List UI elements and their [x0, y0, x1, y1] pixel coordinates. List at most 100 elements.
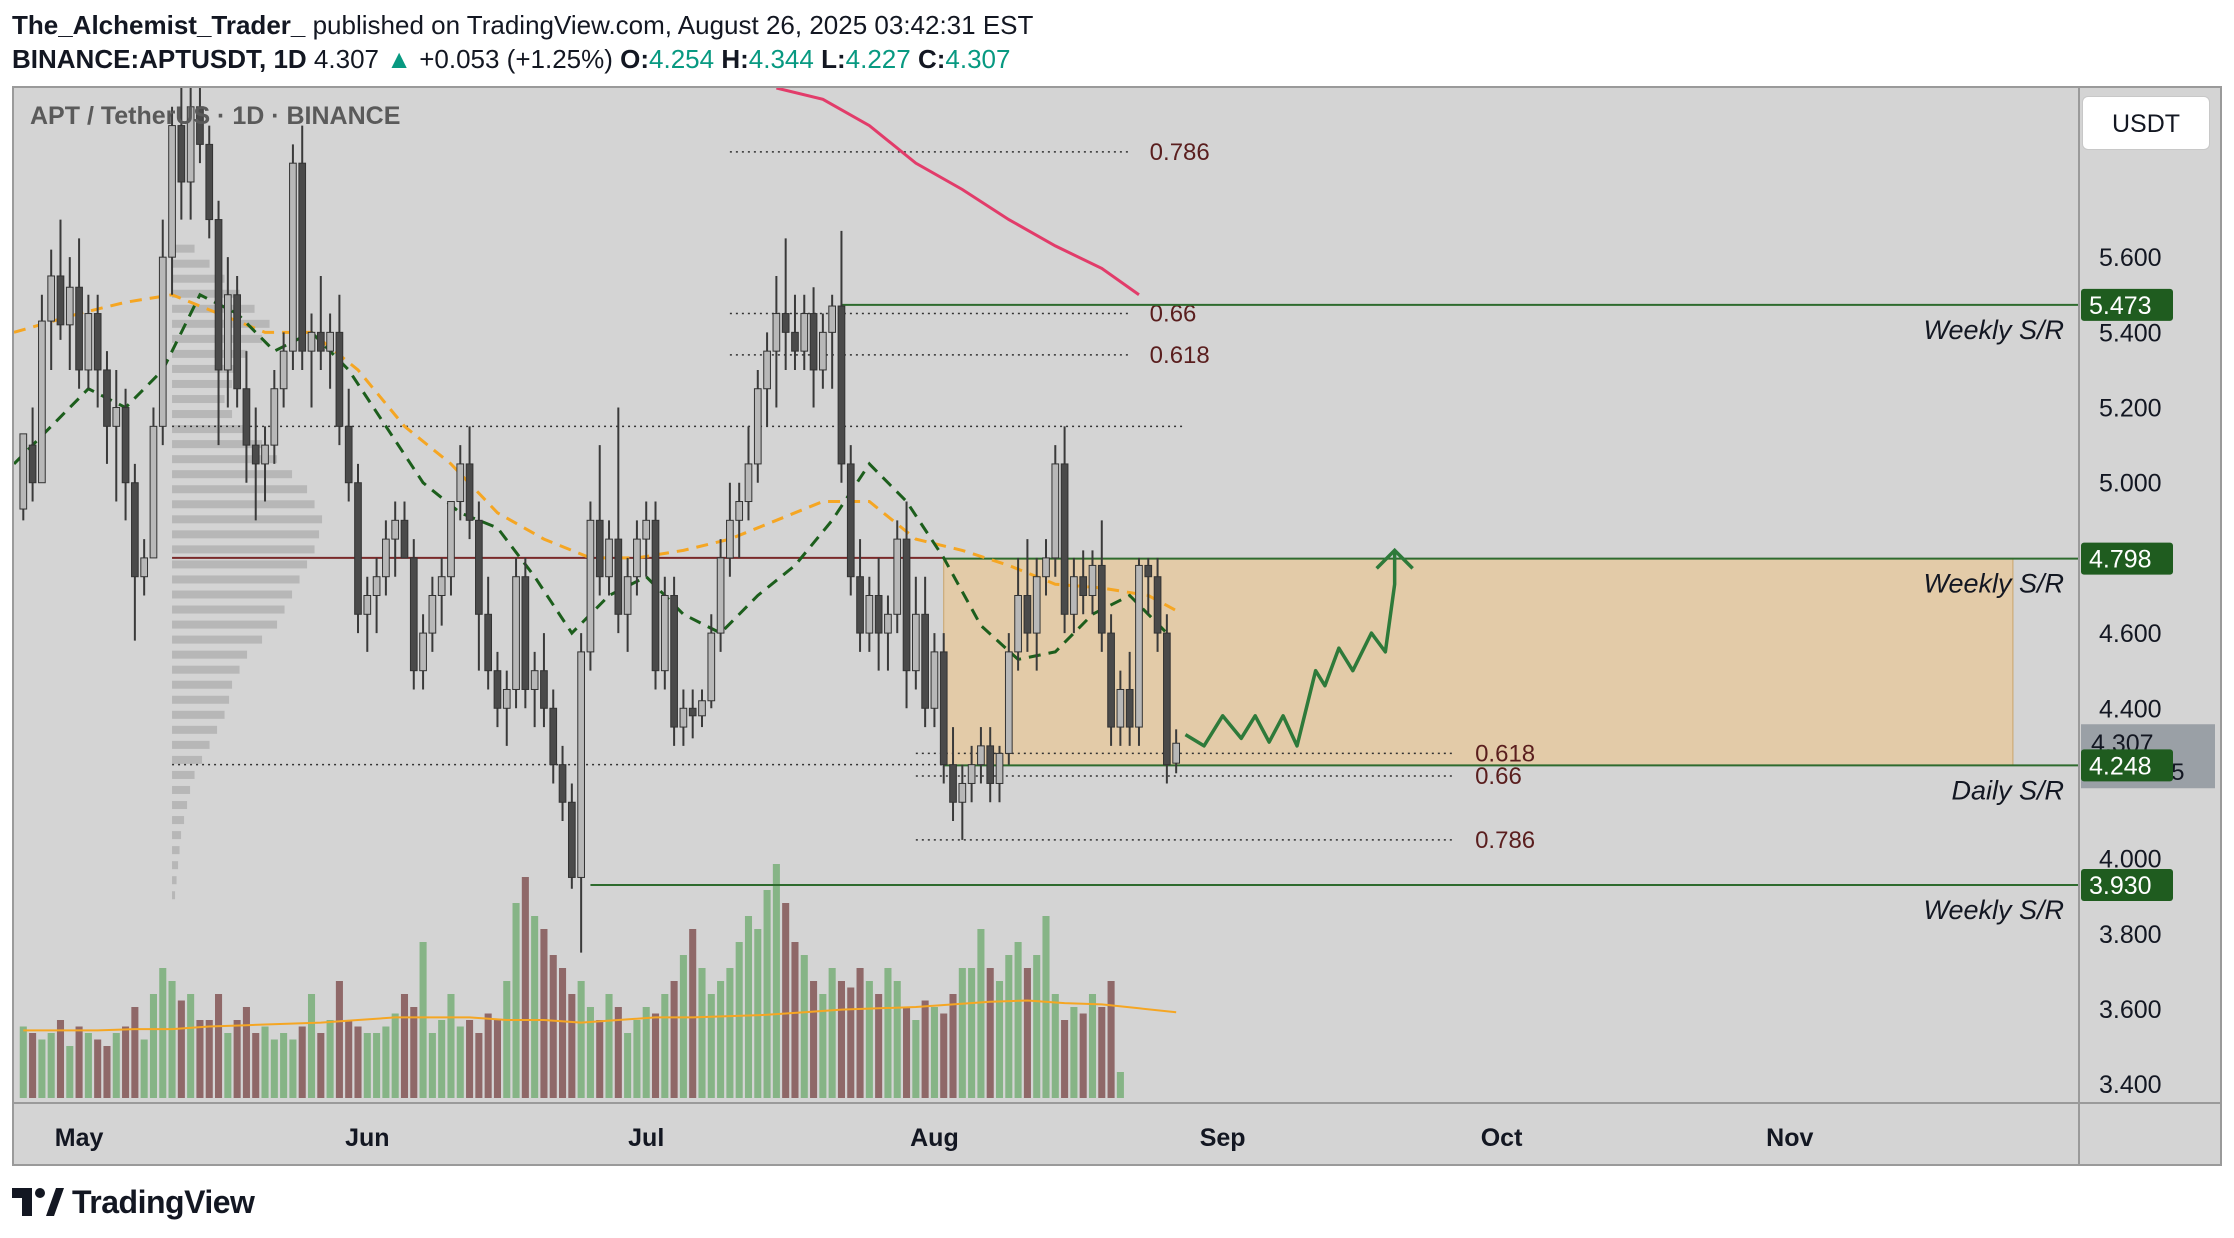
candle-body: [307, 331, 316, 352]
candle-body: [363, 595, 372, 615]
time-tick-label: Jun: [345, 1124, 389, 1152]
tradingview-logo-text: TradingView: [72, 1183, 255, 1220]
volume-bar: [252, 1033, 260, 1098]
volume-bar: [215, 994, 223, 1098]
close-label: C:: [917, 44, 946, 74]
candle-body: [530, 670, 539, 690]
volume-bar: [400, 994, 409, 1098]
candle-body: [140, 557, 149, 578]
volume-profile-bar: [172, 379, 233, 388]
candle-body: [1004, 651, 1013, 754]
volume-bar: [977, 929, 985, 1098]
candle-body: [670, 595, 678, 728]
volume-bar: [782, 903, 790, 1098]
candle-body: [1088, 564, 1097, 597]
open-value: 4.254: [649, 44, 715, 74]
candle-body: [447, 501, 455, 578]
volume-bar: [66, 1046, 74, 1098]
price-tick-label: 5.400: [2099, 319, 2162, 347]
author-name[interactable]: The_Alchemist_Trader_: [12, 10, 306, 40]
candle-body: [986, 745, 995, 784]
time-tick-label: Nov: [1766, 1124, 1813, 1152]
low-label: L:: [821, 44, 846, 74]
volume-bar: [112, 1033, 120, 1098]
time-tick-label: Sep: [1200, 1124, 1246, 1152]
candle-body: [316, 331, 325, 352]
chart-frame[interactable]: 0.786 0.66 0.618 0.618 0.66 0.786 Weekly S/R We…: [12, 86, 2222, 1166]
volume-bar: [196, 1020, 204, 1098]
tradingview-footer[interactable]: TradingView: [12, 1182, 255, 1222]
price-level-badge: [2081, 749, 2173, 782]
volume-bar: [493, 1020, 501, 1098]
sr-level-label: Weekly S/R: [1923, 895, 2064, 925]
candle-body: [884, 613, 892, 634]
candle-body: [103, 369, 111, 427]
candle-body: [19, 433, 28, 510]
volume-bar: [968, 968, 976, 1098]
candle-body: [911, 613, 920, 672]
candle-body: [828, 305, 837, 333]
volume-bar: [707, 994, 715, 1098]
volume-bar: [698, 968, 706, 1098]
volume-profile-bar: [172, 364, 240, 373]
publish-line: The_Alchemist_Trader_ published on Tradi…: [12, 8, 1033, 42]
fib-level-label: 0.618: [1475, 740, 1535, 767]
candle-body: [372, 576, 381, 597]
candle-body: [196, 106, 204, 145]
candle-body: [456, 463, 465, 503]
volume-bar: [559, 968, 567, 1098]
volume-bar: [819, 994, 827, 1098]
candle-body: [800, 313, 809, 352]
candle-body: [679, 707, 688, 728]
volume-bar: [187, 994, 195, 1098]
high-label: H:: [721, 44, 749, 74]
candle-body: [930, 651, 939, 709]
price-tick-label: 3.600: [2099, 996, 2162, 1024]
candle-body: [809, 313, 818, 371]
volume-bar: [986, 968, 994, 1098]
price-tick-label: 4.400: [2099, 695, 2162, 723]
volume-profile-bar: [172, 785, 191, 794]
volume-bar: [1070, 1007, 1078, 1098]
candle-body: [1060, 463, 1069, 615]
candle-body: [939, 651, 948, 766]
candle-body: [698, 700, 706, 717]
volume-bar: [772, 864, 780, 1098]
candle-body: [121, 407, 130, 484]
volume-bar: [995, 981, 1004, 1098]
volume-bar: [875, 994, 883, 1098]
change-arrow-icon: ▲: [386, 44, 412, 74]
candle-body: [1051, 463, 1060, 559]
volume-bar: [270, 1039, 278, 1098]
candle-body: [642, 519, 651, 540]
time-tick-label: Aug: [910, 1124, 959, 1152]
volume-bar: [391, 1013, 399, 1098]
volume-bar: [1042, 916, 1050, 1098]
price-level-badge: [2081, 542, 2173, 575]
time-tick-label: Jul: [628, 1124, 664, 1152]
fib-level-label: 0.786: [1150, 139, 1210, 166]
volume-bar: [726, 968, 734, 1098]
currency-unit-button[interactable]: USDT: [2082, 96, 2210, 150]
volume-bar: [410, 1007, 418, 1098]
candle-body: [902, 538, 911, 672]
volume-bar: [521, 877, 529, 1098]
candle-body: [660, 595, 669, 672]
published-text: published on TradingView.com, August 26,…: [312, 10, 1034, 40]
candle-body: [261, 444, 269, 465]
candle-body: [214, 219, 223, 371]
candle-body: [763, 350, 771, 390]
candle-body: [1032, 576, 1041, 634]
moving-average-red: [776, 88, 1140, 296]
candle-body: [567, 801, 576, 878]
candle-body: [1116, 688, 1125, 728]
candle-body: [437, 576, 446, 597]
last-price: 4.307: [313, 44, 379, 74]
volume-profile-bar: [172, 710, 225, 719]
candle-body: [131, 482, 139, 578]
volume-bar: [122, 1026, 130, 1098]
candle-body: [233, 294, 241, 390]
ohlc-line: BINANCE:APTUSDT, 1D 4.307 ▲ +0.053 (+1.2…: [12, 42, 1033, 76]
candle-body: [168, 125, 176, 258]
